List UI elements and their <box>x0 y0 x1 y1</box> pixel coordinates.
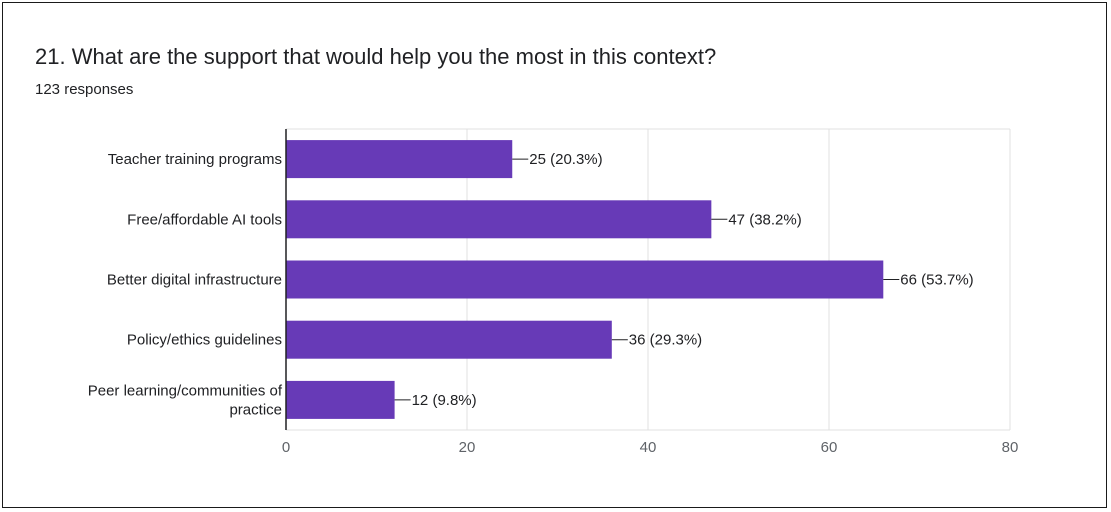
x-tick-label: 20 <box>459 439 476 456</box>
bar <box>286 200 712 239</box>
bar <box>286 260 884 299</box>
response-count: 123 responses <box>35 81 134 98</box>
category-label: Free/affordable AI tools <box>127 211 282 228</box>
data-label: 66 (53.7%) <box>900 272 973 289</box>
x-tick-label: 60 <box>821 439 838 456</box>
bar <box>286 140 513 179</box>
x-tick-label: 80 <box>1002 439 1019 456</box>
data-label: 47 (38.2%) <box>728 211 801 228</box>
category-label: Peer learning/communities of <box>88 382 283 399</box>
data-label: 36 (29.3%) <box>629 332 702 349</box>
category-label: Teacher training programs <box>108 151 282 168</box>
category-label: practice <box>229 401 282 418</box>
x-tick-label: 40 <box>640 439 657 456</box>
bar <box>286 380 395 419</box>
category-label: Policy/ethics guidelines <box>127 332 282 349</box>
x-tick-label: 0 <box>282 439 290 456</box>
data-label: 12 (9.8%) <box>412 392 477 409</box>
data-label: 25 (20.3%) <box>529 151 602 168</box>
bar <box>286 320 612 359</box>
question-title: 21. What are the support that would help… <box>35 44 717 69</box>
category-label: Better digital infrastructure <box>107 272 282 289</box>
